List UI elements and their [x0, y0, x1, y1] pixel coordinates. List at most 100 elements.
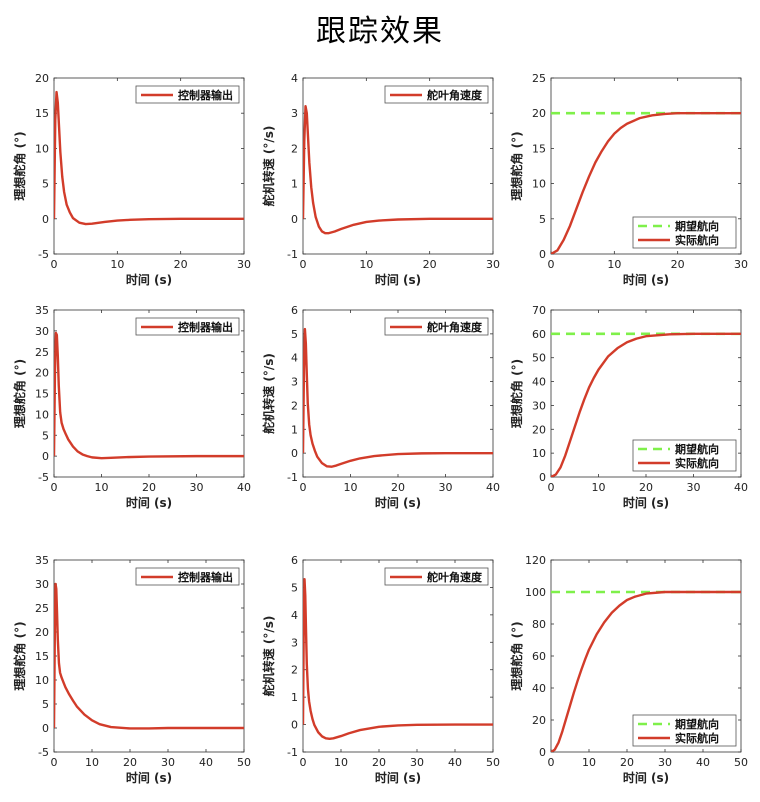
legend-box — [135, 317, 240, 336]
y-tick-label: 3 — [291, 376, 298, 389]
legend-entry: 实际航向 — [675, 731, 719, 745]
y-tick-label: 50 — [532, 352, 546, 365]
x-axis-label: 时间 (s) — [375, 770, 421, 785]
x-tick-label: 10 — [95, 481, 109, 494]
legend-box — [384, 85, 489, 104]
x-tick-label: 0 — [548, 258, 555, 271]
x-tick-label: 0 — [51, 481, 58, 494]
legend-box — [632, 439, 737, 472]
y-tick-label: 10 — [35, 142, 49, 155]
y-tick-label: 20 — [532, 714, 546, 727]
y-tick-label: 70 — [532, 304, 546, 317]
y-tick-label: 10 — [532, 447, 546, 460]
y-tick-label: 60 — [532, 328, 546, 341]
x-axis-label: 时间 (s) — [375, 272, 421, 287]
legend-entry: 期望航向 — [675, 717, 719, 731]
x-tick-label: 20 — [174, 258, 188, 271]
y-tick-label: 6 — [291, 304, 298, 317]
y-tick-label: 0 — [291, 213, 298, 226]
subplot-3-3: 0 10 20 30 40 50 0 20 40 60 80 100 120 时间 (s) 理想舵角 (°)… — [509, 554, 748, 785]
x-tick-label: 10 — [85, 756, 99, 769]
y-tick-label: 10 — [35, 674, 49, 687]
y-tick-label: -1 — [287, 248, 298, 261]
axes-box — [302, 559, 494, 753]
y-tick-label: 40 — [532, 682, 546, 695]
x-tick-label: 40 — [696, 756, 710, 769]
x-tick-label: 20 — [620, 756, 634, 769]
legend-entry: 控制器输出 — [178, 320, 233, 334]
x-tick-label: 20 — [671, 258, 685, 271]
y-tick-label: 0 — [539, 248, 546, 261]
y-tick-label: 5 — [42, 698, 49, 711]
y-tick-label: 2 — [291, 142, 298, 155]
x-tick-label: 30 — [161, 756, 175, 769]
x-tick-label: 20 — [123, 756, 137, 769]
x-tick-label: 40 — [734, 481, 748, 494]
y-tick-label: 100 — [525, 586, 546, 599]
y-tick-label: 6 — [291, 554, 298, 567]
y-tick-label: 4 — [291, 72, 298, 85]
y-axis-label: 理想舵角 (°) — [12, 621, 27, 690]
x-axis-label: 时间 (s) — [623, 272, 669, 287]
x-tick-label: 30 — [237, 258, 251, 271]
x-tick-label: 30 — [190, 481, 204, 494]
x-axis-label: 时间 (s) — [623, 770, 669, 785]
x-tick-label: 10 — [592, 481, 606, 494]
x-tick-label: 40 — [237, 481, 251, 494]
legend-box — [135, 567, 240, 586]
y-axis-label: 理想舵角 (°) — [12, 359, 27, 428]
legend-box — [632, 714, 737, 747]
y-tick-label: 30 — [532, 399, 546, 412]
legend: 舵叶角速度 — [384, 85, 489, 104]
x-axis-label: 时间 (s) — [126, 770, 172, 785]
y-tick-label: 15 — [532, 142, 546, 155]
x-tick-label: 10 — [607, 258, 621, 271]
x-tick-label: 10 — [110, 258, 124, 271]
x-tick-label: 30 — [439, 481, 453, 494]
legend: 舵叶角速度 — [384, 567, 489, 586]
axes-box — [302, 77, 494, 255]
y-tick-label: 0 — [42, 450, 49, 463]
y-tick-label: 5 — [291, 581, 298, 594]
axes-box — [53, 77, 245, 255]
y-tick-label: 15 — [35, 107, 49, 120]
y-tick-label: 2 — [291, 399, 298, 412]
x-tick-label: 40 — [448, 756, 462, 769]
series-line — [303, 578, 493, 741]
x-tick-label: 0 — [548, 756, 555, 769]
y-tick-label: 35 — [35, 304, 49, 317]
series-line — [551, 590, 741, 752]
x-tick-label: 10 — [359, 258, 373, 271]
y-tick-label: 60 — [532, 650, 546, 663]
x-axis-label: 时间 (s) — [623, 495, 669, 510]
y-tick-label: 20 — [532, 107, 546, 120]
y-tick-label: 40 — [532, 376, 546, 389]
y-tick-label: 0 — [291, 719, 298, 732]
y-tick-label: 20 — [532, 423, 546, 436]
legend-box — [384, 317, 489, 336]
x-tick-label: 30 — [410, 756, 424, 769]
axes-box — [53, 559, 245, 753]
legend-entry: 实际航向 — [675, 233, 719, 247]
y-axis-label: 舵机转速 (°/s) — [261, 616, 276, 697]
x-tick-label: 0 — [548, 481, 555, 494]
x-tick-label: 50 — [734, 756, 748, 769]
x-axis-label: 时间 (s) — [375, 495, 421, 510]
x-tick-label: 30 — [486, 258, 500, 271]
legend-box — [384, 567, 489, 586]
y-tick-label: 15 — [35, 388, 49, 401]
y-tick-label: -1 — [287, 471, 298, 484]
y-tick-label: 0 — [42, 213, 49, 226]
y-tick-label: 5 — [291, 328, 298, 341]
y-tick-label: 0 — [291, 447, 298, 460]
y-tick-label: 80 — [532, 618, 546, 631]
x-tick-label: 40 — [486, 481, 500, 494]
x-tick-label: 0 — [51, 258, 58, 271]
x-axis-label: 时间 (s) — [126, 272, 172, 287]
legend-entry: 控制器输出 — [178, 88, 233, 102]
y-tick-label: 25 — [35, 346, 49, 359]
y-tick-label: 30 — [35, 325, 49, 338]
